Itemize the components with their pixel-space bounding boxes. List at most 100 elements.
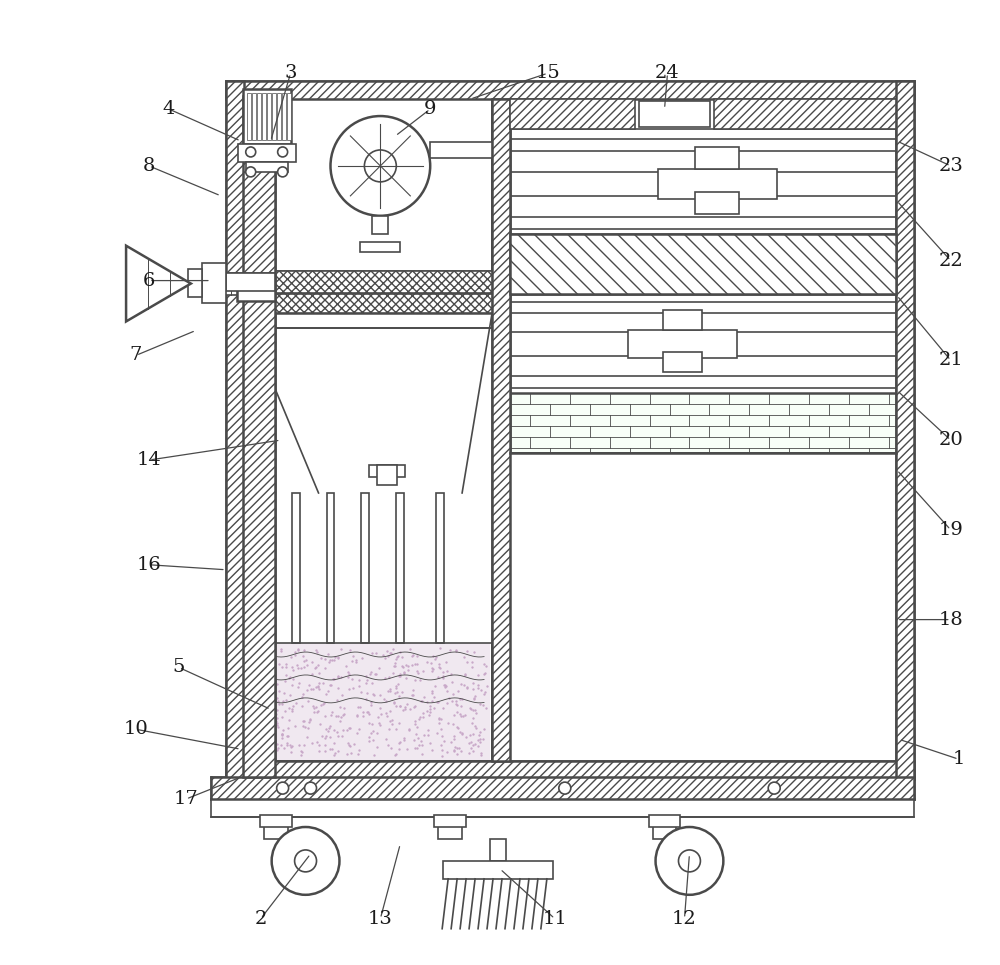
Bar xyxy=(287,94,291,140)
Bar xyxy=(663,311,702,330)
Bar xyxy=(649,815,680,827)
Bar xyxy=(510,99,635,129)
Bar xyxy=(226,272,275,290)
Bar xyxy=(244,99,492,328)
Bar xyxy=(510,234,896,293)
Bar xyxy=(510,454,896,761)
Bar xyxy=(361,493,369,643)
Bar xyxy=(369,465,405,477)
Circle shape xyxy=(678,850,700,871)
Bar xyxy=(211,777,914,799)
Bar xyxy=(663,352,702,372)
Bar xyxy=(430,142,492,158)
Text: 20: 20 xyxy=(938,431,963,449)
Bar xyxy=(244,293,492,314)
Text: 13: 13 xyxy=(368,910,393,927)
Bar xyxy=(243,89,291,144)
Text: 6: 6 xyxy=(143,271,155,290)
Bar xyxy=(246,643,490,761)
Bar xyxy=(282,94,286,140)
Text: 10: 10 xyxy=(124,720,148,738)
Circle shape xyxy=(364,150,396,181)
Text: 3: 3 xyxy=(284,65,297,82)
Bar xyxy=(247,94,251,140)
Bar xyxy=(243,96,275,777)
Bar xyxy=(372,216,388,234)
Text: 1: 1 xyxy=(952,750,965,768)
Bar xyxy=(658,169,777,199)
Text: 24: 24 xyxy=(655,65,680,82)
Text: 4: 4 xyxy=(163,100,175,118)
Bar xyxy=(272,94,276,140)
Bar xyxy=(238,144,296,162)
Bar xyxy=(188,268,202,296)
Bar xyxy=(244,643,492,761)
Bar xyxy=(226,81,914,99)
Circle shape xyxy=(246,147,256,157)
Bar xyxy=(260,815,292,827)
Bar xyxy=(211,799,914,817)
Circle shape xyxy=(330,116,430,216)
Circle shape xyxy=(246,167,256,177)
Bar xyxy=(492,99,510,761)
Bar xyxy=(327,493,334,643)
Text: 17: 17 xyxy=(174,790,198,808)
Text: 5: 5 xyxy=(173,658,185,676)
Bar xyxy=(436,493,444,643)
Text: 23: 23 xyxy=(938,157,963,175)
Bar xyxy=(262,94,266,140)
Bar xyxy=(244,270,492,292)
Bar xyxy=(191,272,237,294)
Polygon shape xyxy=(126,246,191,321)
Bar xyxy=(226,761,914,779)
Bar xyxy=(237,272,275,300)
Bar xyxy=(653,817,676,839)
Text: 7: 7 xyxy=(130,346,142,365)
Text: 22: 22 xyxy=(938,252,963,269)
Text: 8: 8 xyxy=(143,157,155,175)
Bar xyxy=(202,262,226,302)
Bar xyxy=(377,465,397,485)
Bar xyxy=(277,94,281,140)
Text: 18: 18 xyxy=(938,611,963,628)
Bar xyxy=(257,94,261,140)
Bar xyxy=(639,101,710,127)
Circle shape xyxy=(295,850,317,871)
Circle shape xyxy=(278,147,288,157)
Bar xyxy=(252,94,256,140)
Text: 12: 12 xyxy=(672,910,697,927)
Text: 16: 16 xyxy=(137,556,161,574)
Bar xyxy=(246,162,288,172)
Text: 21: 21 xyxy=(938,351,963,370)
Bar xyxy=(396,493,404,643)
Bar xyxy=(628,330,737,358)
Bar xyxy=(438,817,462,839)
Bar xyxy=(510,99,896,761)
Bar xyxy=(360,241,400,252)
Circle shape xyxy=(559,783,571,794)
Bar xyxy=(264,817,288,839)
Bar xyxy=(695,192,739,214)
Circle shape xyxy=(305,783,317,794)
Text: 15: 15 xyxy=(535,65,560,82)
Bar xyxy=(267,94,271,140)
Bar xyxy=(434,815,466,827)
Bar xyxy=(292,493,300,643)
Bar xyxy=(244,99,492,318)
Circle shape xyxy=(277,783,289,794)
Text: 14: 14 xyxy=(137,451,161,469)
Bar xyxy=(896,81,914,779)
Text: 2: 2 xyxy=(255,910,267,927)
Circle shape xyxy=(768,783,780,794)
Bar xyxy=(443,861,553,879)
Circle shape xyxy=(278,167,288,177)
Bar xyxy=(490,839,506,861)
Text: 11: 11 xyxy=(542,910,567,927)
Text: 19: 19 xyxy=(938,521,963,538)
Circle shape xyxy=(656,827,723,895)
Bar xyxy=(714,99,896,129)
Circle shape xyxy=(272,827,339,895)
Text: 9: 9 xyxy=(424,100,436,118)
Bar xyxy=(226,81,244,779)
Bar xyxy=(695,147,739,169)
